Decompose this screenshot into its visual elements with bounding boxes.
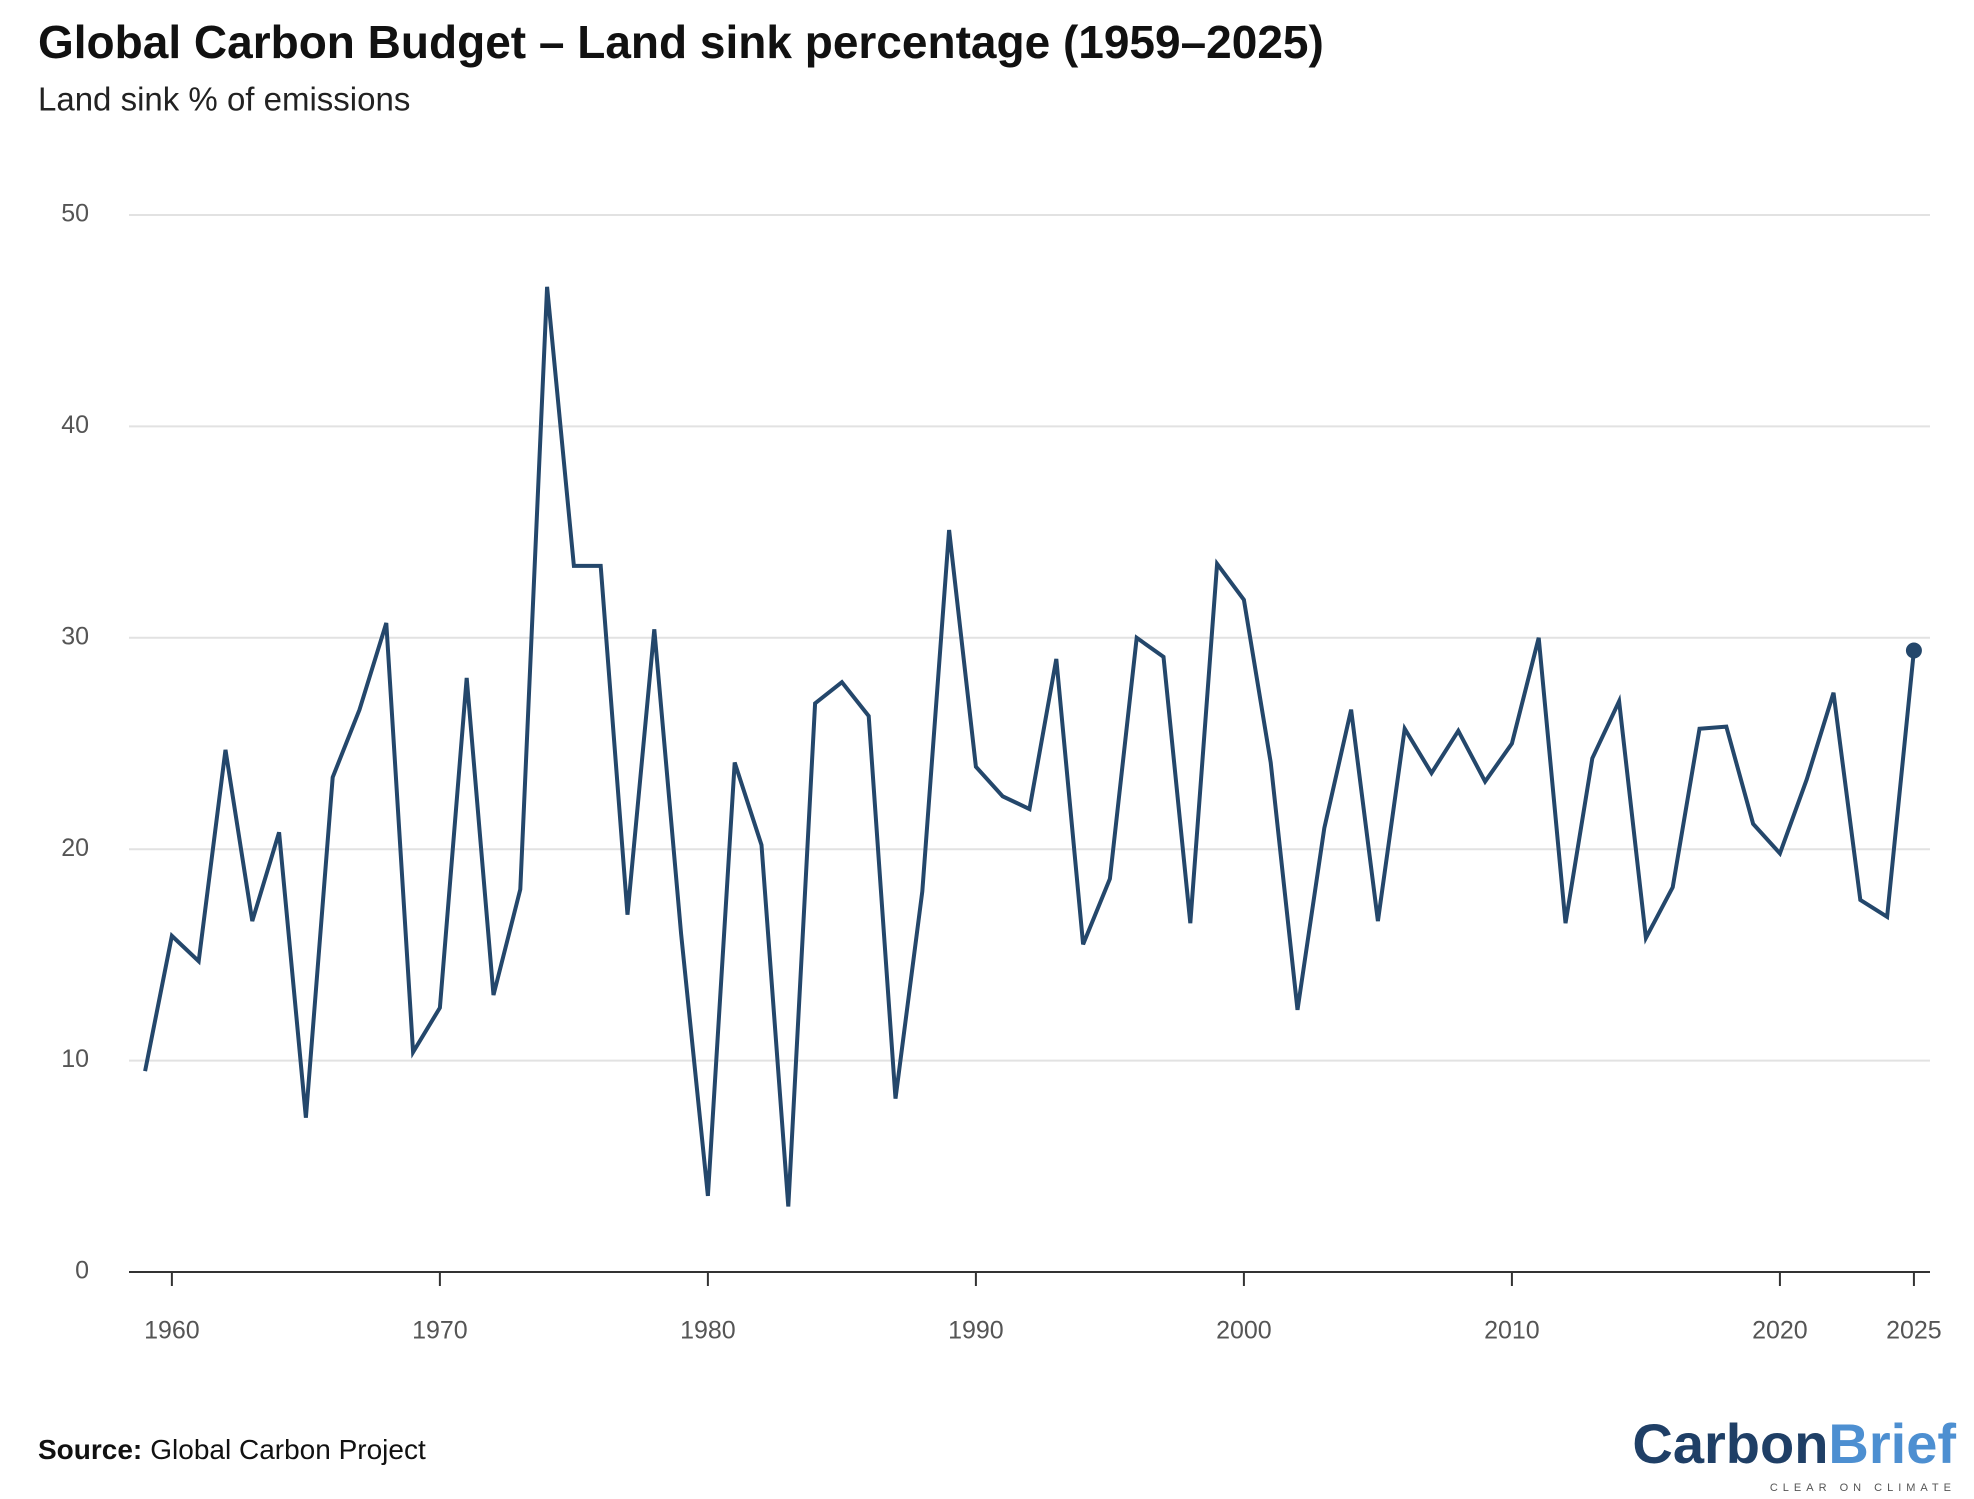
- y-tick-label: 20: [61, 834, 89, 862]
- x-tick-label: 2025: [1886, 1317, 1942, 1345]
- x-tick-label: 1990: [948, 1317, 1004, 1345]
- source-label: Source:: [38, 1434, 142, 1465]
- line: [143, 286, 1916, 1207]
- x-tick-label: 2010: [1484, 1317, 1540, 1345]
- y-tick-label: 10: [61, 1045, 89, 1073]
- chart-subtitle: Land sink % of emissions: [38, 81, 410, 118]
- x-tick-label: 1980: [680, 1317, 736, 1345]
- source-text: Global Carbon Project: [150, 1434, 426, 1465]
- x-tick-label: 1970: [412, 1317, 468, 1345]
- y-tick-label: 40: [61, 411, 89, 439]
- source: Source: Global Carbon Project: [38, 1434, 426, 1465]
- logo-tagline: CLEAR ON CLIMATE: [1770, 1482, 1956, 1494]
- y-tick-label: 0: [75, 1257, 89, 1285]
- end-marker: [1905, 642, 1922, 659]
- y-tick-label: 30: [61, 622, 89, 650]
- y-tick-label: 50: [61, 200, 89, 228]
- logo: CarbonBrief: [1632, 1412, 1956, 1475]
- chart-title: Global Carbon Budget – Land sink percent…: [38, 16, 1324, 68]
- x-tick-label: 2020: [1752, 1317, 1808, 1345]
- x-tick-label: 2000: [1216, 1317, 1272, 1345]
- logo-carbon: Carbon: [1632, 1412, 1828, 1475]
- logo-brief: Brief: [1828, 1412, 1956, 1475]
- x-tick-label: 1960: [144, 1317, 200, 1345]
